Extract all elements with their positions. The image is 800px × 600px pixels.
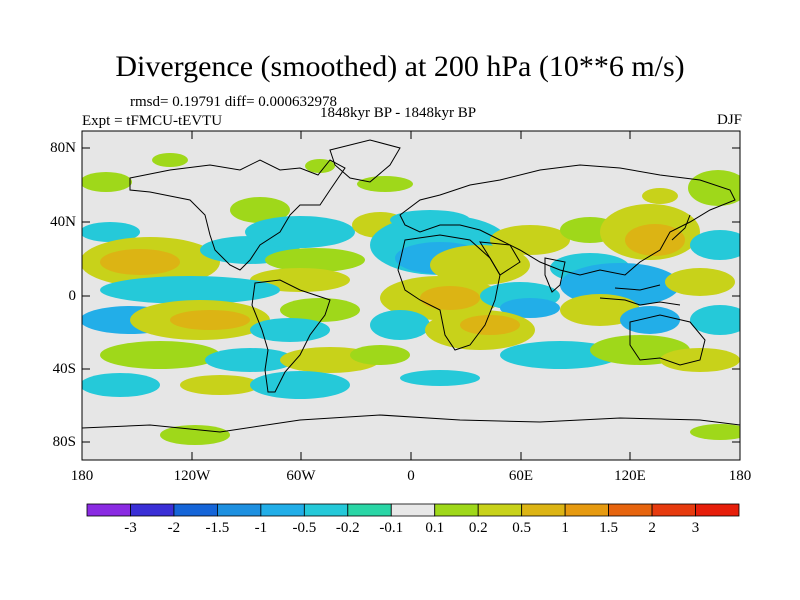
colorbar-swatch: [608, 503, 653, 517]
lon-label-0: 0: [407, 468, 415, 484]
colorbar-swatch: [303, 503, 349, 517]
lon-label-180w: 180: [70, 468, 94, 484]
colorbar-swatch: [564, 503, 610, 517]
coastlines: [82, 139, 740, 433]
colorbar-swatch: [173, 503, 218, 517]
lon-label-180e: 180: [728, 468, 752, 484]
colorbar-label: 0.1: [425, 520, 445, 536]
divergence-field: [82, 153, 740, 445]
lon-label-120w: 120W: [173, 468, 211, 484]
lon-label-60w: 60W: [286, 468, 316, 484]
stats-line: rmsd= 0.19791 diff= 0.000632978: [130, 94, 338, 110]
lon-label-120e: 120E: [614, 468, 646, 484]
colorbar-swatch: [651, 503, 696, 517]
colorbar: [86, 503, 740, 517]
experiment-label: Expt = tFMCU-tEVTU: [82, 113, 223, 129]
axis-ticks: [82, 131, 740, 460]
colorbar-swatch: [347, 503, 392, 517]
lon-label-60e: 60E: [508, 468, 534, 484]
lat-label-40s: 40S: [52, 361, 76, 377]
colorbar-swatch: [477, 503, 523, 517]
colorbar-swatch: [130, 503, 175, 517]
colorbar-swatch: [216, 503, 262, 517]
colorbar-label: -0.2: [335, 520, 360, 536]
colorbar-swatch: [695, 503, 740, 517]
figure-title: Divergence (smoothed) at 200 hPa (10**6 …: [115, 50, 685, 83]
colorbar-swatch: [521, 503, 566, 517]
colorbar-label: -1.5: [205, 520, 230, 536]
colorbar-label: 0.5: [512, 520, 532, 536]
colorbar-label: 1: [561, 520, 569, 536]
colorbar-label: 1.5: [599, 520, 618, 536]
colorbar-label: -1: [254, 520, 268, 536]
colorbar-swatch: [390, 503, 436, 517]
lat-label-80s: 80S: [52, 434, 76, 450]
season-label: DJF: [716, 112, 742, 128]
colorbar-label: -0.1: [379, 520, 404, 536]
colorbar-swatch: [434, 503, 479, 517]
colorbar-label: 2: [648, 520, 656, 536]
colorbar-label: -2: [167, 520, 181, 536]
colorbar-label: 0.2: [468, 520, 488, 536]
lat-label-0: 0: [68, 288, 77, 304]
period-label: 1848kyr BP - 1848kyr BP: [320, 105, 477, 121]
colorbar-label: -3: [124, 520, 137, 536]
colorbar-label: -0.5: [292, 520, 317, 536]
colorbar-swatch: [260, 503, 305, 517]
lat-label-40n: 40N: [50, 214, 76, 230]
colorbar-swatch: [86, 503, 131, 517]
colorbar-label: 3: [691, 520, 700, 536]
lat-label-80n: 80N: [50, 140, 76, 156]
